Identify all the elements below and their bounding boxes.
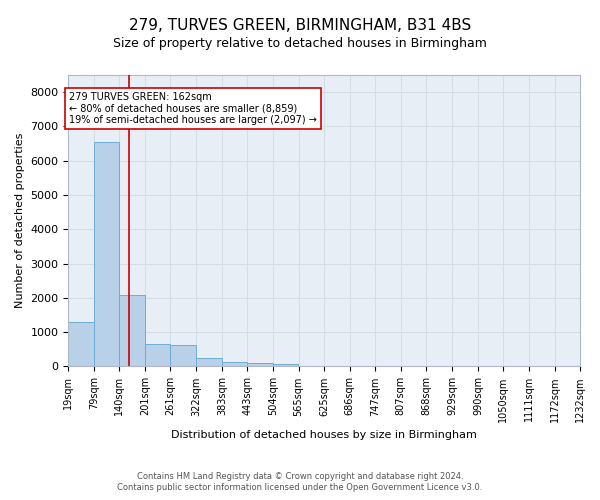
- Bar: [94, 142, 119, 366]
- Bar: [196, 358, 221, 366]
- Bar: [119, 295, 145, 366]
- Y-axis label: Number of detached properties: Number of detached properties: [15, 133, 25, 308]
- Bar: [247, 363, 272, 366]
- Bar: [273, 364, 298, 366]
- Bar: [170, 344, 196, 366]
- Bar: [145, 344, 170, 366]
- Text: 279, TURVES GREEN, BIRMINGHAM, B31 4BS: 279, TURVES GREEN, BIRMINGHAM, B31 4BS: [129, 18, 471, 32]
- Bar: [222, 362, 247, 366]
- Text: Contains HM Land Registry data © Crown copyright and database right 2024.
Contai: Contains HM Land Registry data © Crown c…: [118, 472, 482, 492]
- X-axis label: Distribution of detached houses by size in Birmingham: Distribution of detached houses by size …: [171, 430, 477, 440]
- Bar: [68, 322, 94, 366]
- Text: Size of property relative to detached houses in Birmingham: Size of property relative to detached ho…: [113, 38, 487, 51]
- Text: 279 TURVES GREEN: 162sqm
← 80% of detached houses are smaller (8,859)
19% of sem: 279 TURVES GREEN: 162sqm ← 80% of detach…: [69, 92, 317, 126]
